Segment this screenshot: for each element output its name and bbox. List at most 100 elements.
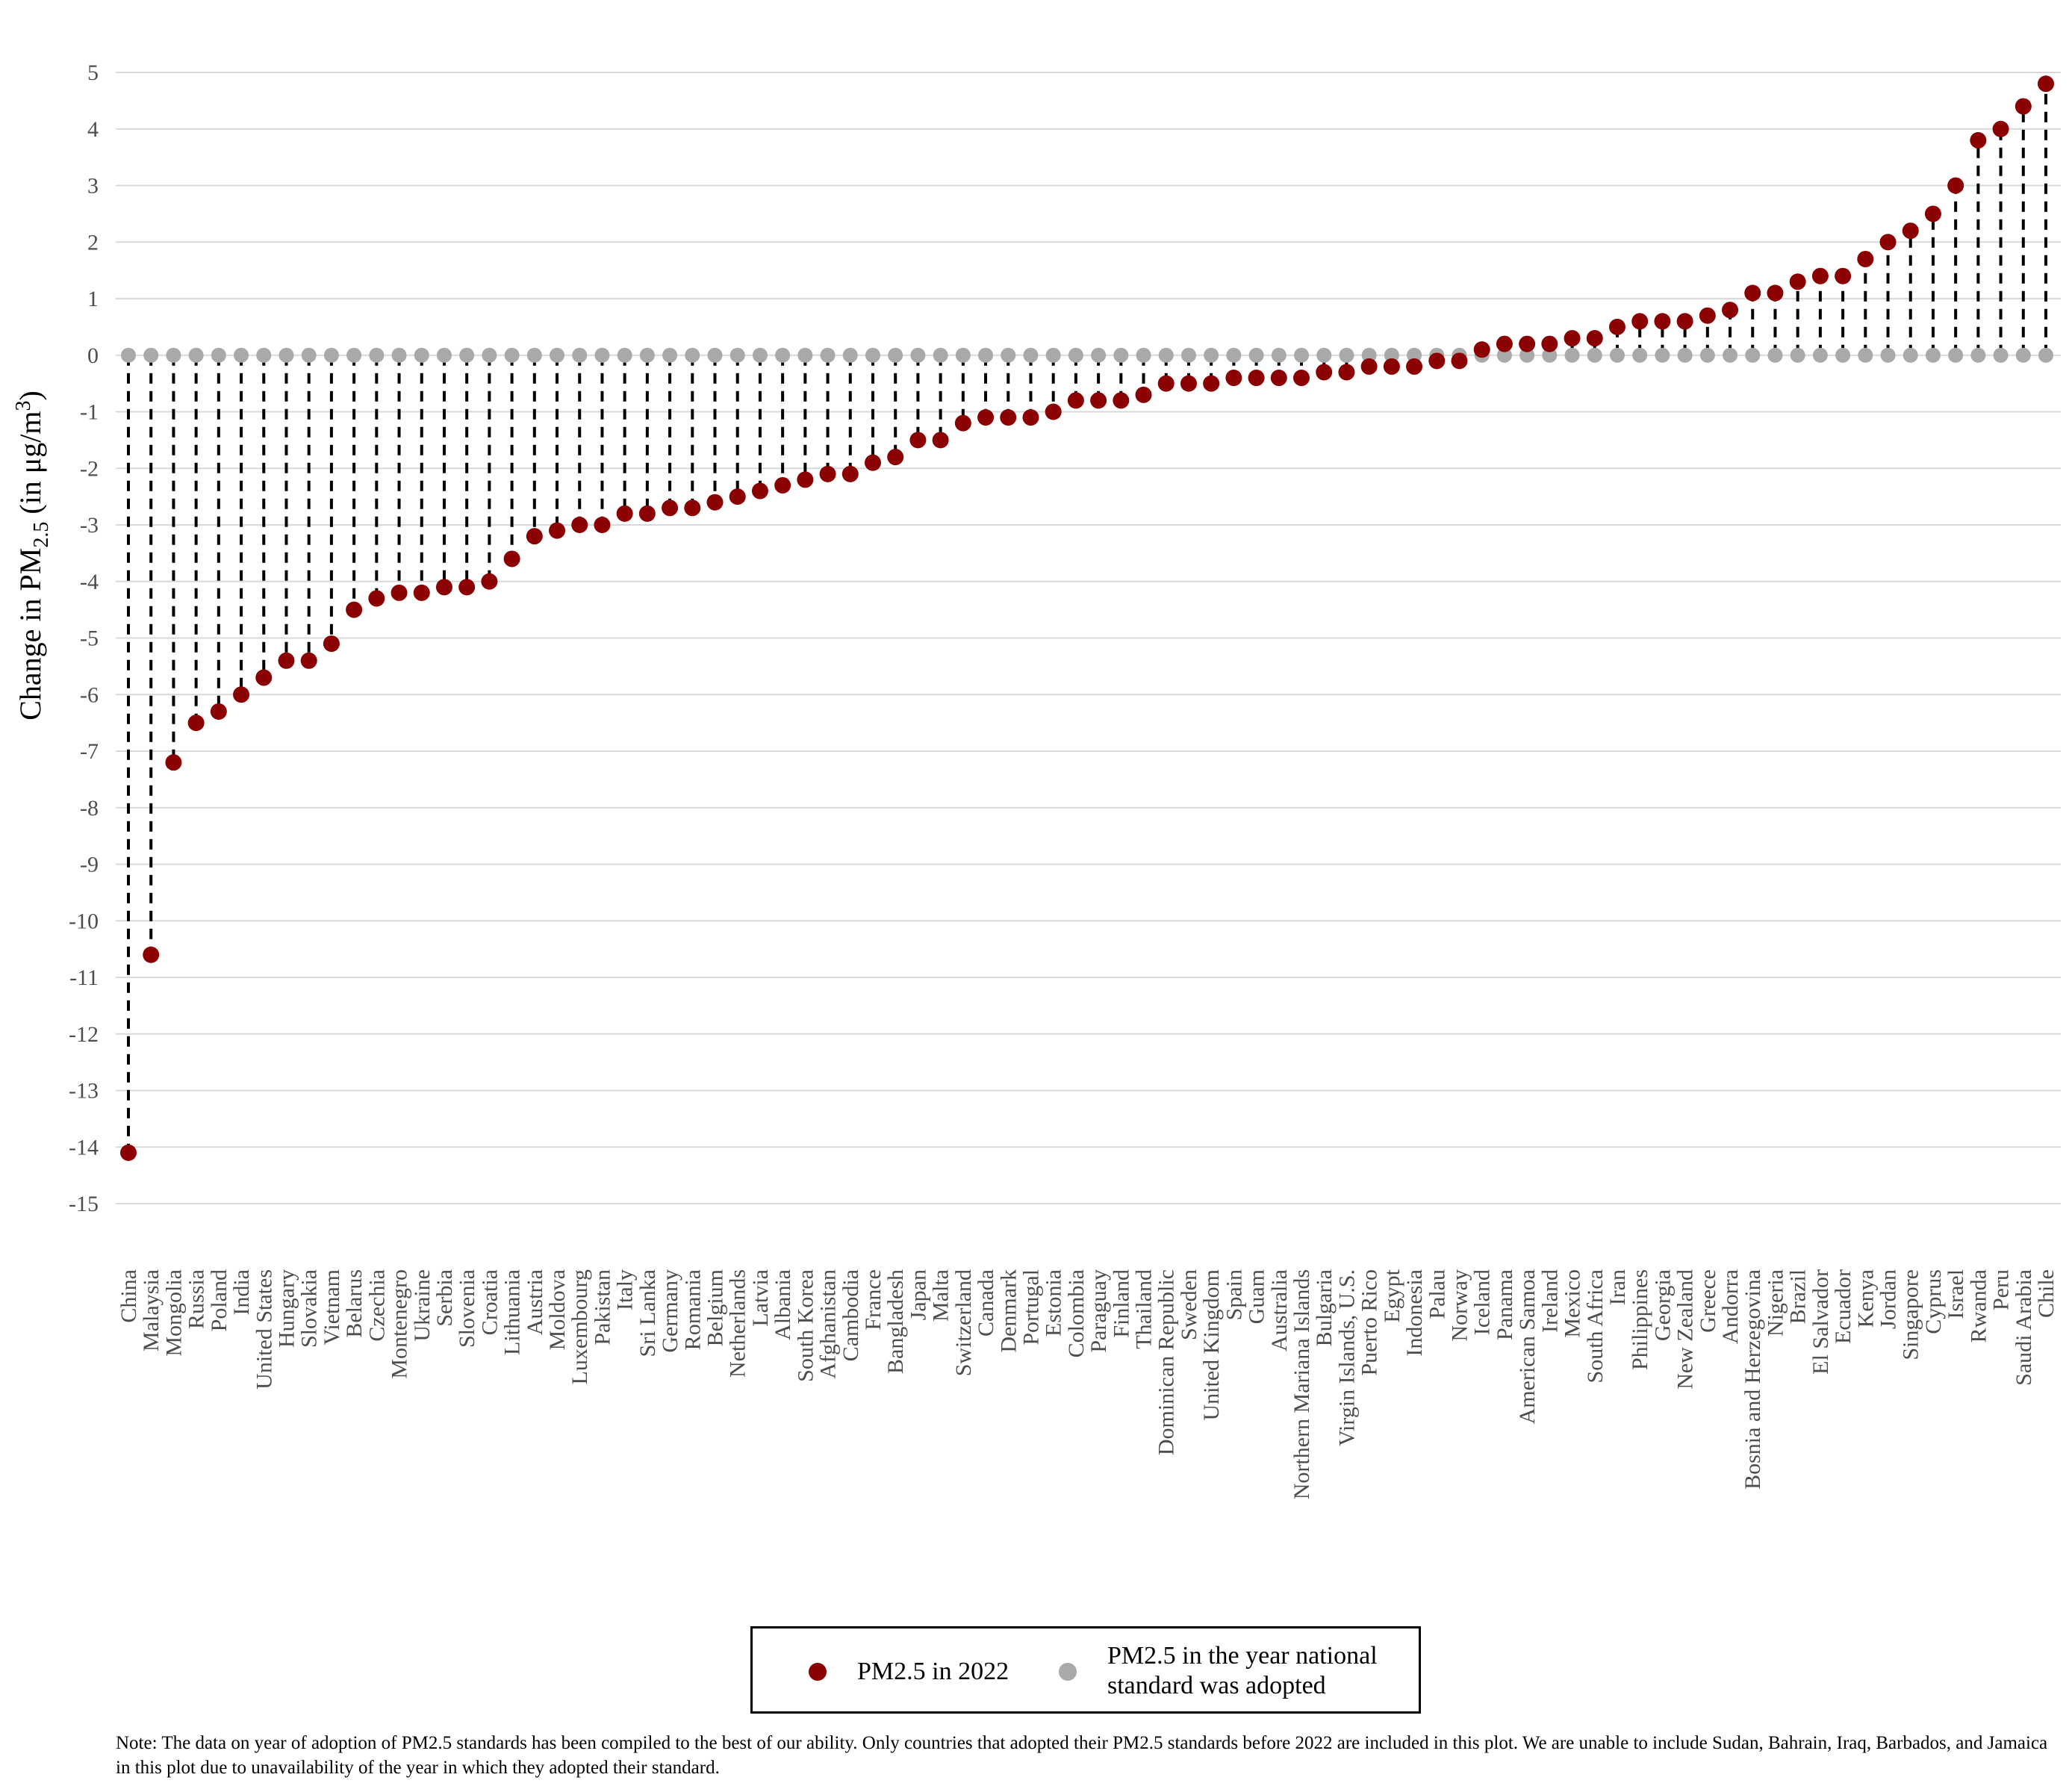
baseline-point [323,347,339,363]
x-tick-label: Latvia [748,1269,773,1327]
pm2022-point [662,500,679,517]
baseline-point [662,347,678,363]
baseline-point [188,347,204,363]
x-tick-label: Iran [1605,1269,1630,1305]
baseline-point [482,347,497,363]
baseline-point [166,347,181,363]
pm2022-point [503,550,520,567]
pm2022-point [1608,318,1625,335]
baseline-point [842,347,858,363]
baseline-point [211,347,226,363]
x-tick-label: New Zealand [1673,1269,1698,1390]
pm2022-point [954,414,971,432]
x-tick-label: Estonia [1042,1269,1066,1337]
pm2022-point [458,579,476,596]
baseline-point [1496,347,1512,363]
pm2022-points [120,75,2054,1161]
y-axis-title: Change in PM2.5 (in μg/m3) [12,391,53,721]
x-tick-label: Georgia [1650,1269,1675,1341]
baseline-point [1294,347,1310,363]
x-tick-label: American Samoa [1515,1269,1540,1424]
baseline-point [121,347,136,363]
x-tick-label: Saudi Arabia [2012,1269,2036,1386]
baseline-point [1790,347,1805,363]
x-tick-label: Lithuania [500,1269,525,1355]
connectors [127,84,2047,1153]
pm2022-point [977,409,995,426]
pm2022-point [1406,358,1423,375]
pm2022-point [1564,330,1581,347]
pm2022-point [1789,273,1806,290]
x-tick-label: United Kingdom [1199,1269,1224,1421]
baseline-point [1226,347,1242,363]
y-tick-label: -11 [69,965,99,990]
x-tick-label: Luxembourg [567,1269,592,1384]
pm2022-point [932,432,949,449]
pm2022-point [549,522,566,539]
pm2022-point [1067,392,1084,409]
pm2022-point [1360,358,1378,375]
pm2022-point [2015,98,2032,115]
baseline-point [933,347,948,363]
x-tick-label: Netherlands [726,1269,750,1378]
pm2022-point [1473,341,1490,358]
x-tick-label: Albania [771,1269,795,1340]
x-tick-label: Thailand [1132,1269,1157,1349]
pm2022-point [1857,250,1874,267]
y-tick-label: -6 [80,682,99,707]
baseline-point [1587,347,1602,363]
x-tick-label: Northern Mariana Islands [1289,1269,1314,1499]
x-tick-label: Singapore [1899,1269,1923,1360]
baseline-point [1745,347,1761,363]
x-tick-label: Bulgaria [1312,1269,1337,1346]
pm2022-point [571,517,588,533]
pm2022-point [120,1144,137,1161]
x-tick-label: El Salvador [1808,1269,1833,1375]
baseline-point [685,347,700,363]
x-tick-label: China [116,1269,141,1323]
x-tick-label: South Africa [1583,1269,1608,1383]
x-tick-label: Germany [658,1269,682,1353]
pm2022-point [1744,284,1761,302]
x-tick-label: Palau [1425,1269,1449,1319]
legend: PM2.5 in 2022 PM2.5 in the year national… [750,1626,1421,1714]
baseline-point [1655,347,1670,363]
pm2022-point [391,584,408,601]
pm2022-point [1541,335,1558,352]
baseline-point [1407,347,1422,363]
pm2022-point [1835,267,1852,284]
pm2022-point [1203,375,1220,392]
baseline-point [1068,347,1083,363]
x-tick-label: Dominican Republic [1154,1269,1179,1455]
pm2022-point [751,482,768,500]
y-tick-label: -7 [80,739,99,764]
x-axis-labels: ChinaMalaysiaMongoliaRussiaPolandIndiaUn… [116,1269,2059,1499]
x-tick-label: Serbia [432,1269,457,1327]
x-tick-label: Nigeria [1763,1269,1788,1337]
y-tick-label: 3 [87,174,99,199]
baseline-point [1519,347,1535,363]
x-tick-label: South Korea [793,1269,818,1382]
x-tick-label: Italy [613,1269,638,1310]
baseline-point [1903,347,1918,363]
pm2022-point [481,573,498,590]
y-axis-ticks: 5 4 3 2 1 0 -1 -2 -3 -4 -5 -6 -7 -8 -9 -10 -11 -12 -13 -14 -… [69,60,99,1216]
x-tick-label: Poland [207,1269,231,1331]
x-tick-label: Egypt [1380,1269,1404,1322]
x-tick-label: Brazil [1786,1269,1811,1324]
x-tick-label: Canada [974,1269,998,1337]
y-tick-label: 4 [87,117,99,142]
baseline-point [1993,347,2009,363]
x-tick-label: Peru [1989,1269,2014,1310]
pm2022-point [1519,335,1536,352]
x-tick-label: Portugal [1018,1269,1043,1345]
x-tick-label: Belarus [342,1269,367,1338]
baseline-point [1316,347,1332,363]
y-tick-label: 2 [87,230,99,255]
pm2022-point [1383,358,1400,375]
pm2022-point [1135,386,1152,403]
baseline-point [1248,347,1264,363]
x-tick-label: Virgin Islands, U.S. [1334,1269,1359,1446]
pm2022-point [1654,313,1671,330]
baseline-point [1339,347,1354,363]
